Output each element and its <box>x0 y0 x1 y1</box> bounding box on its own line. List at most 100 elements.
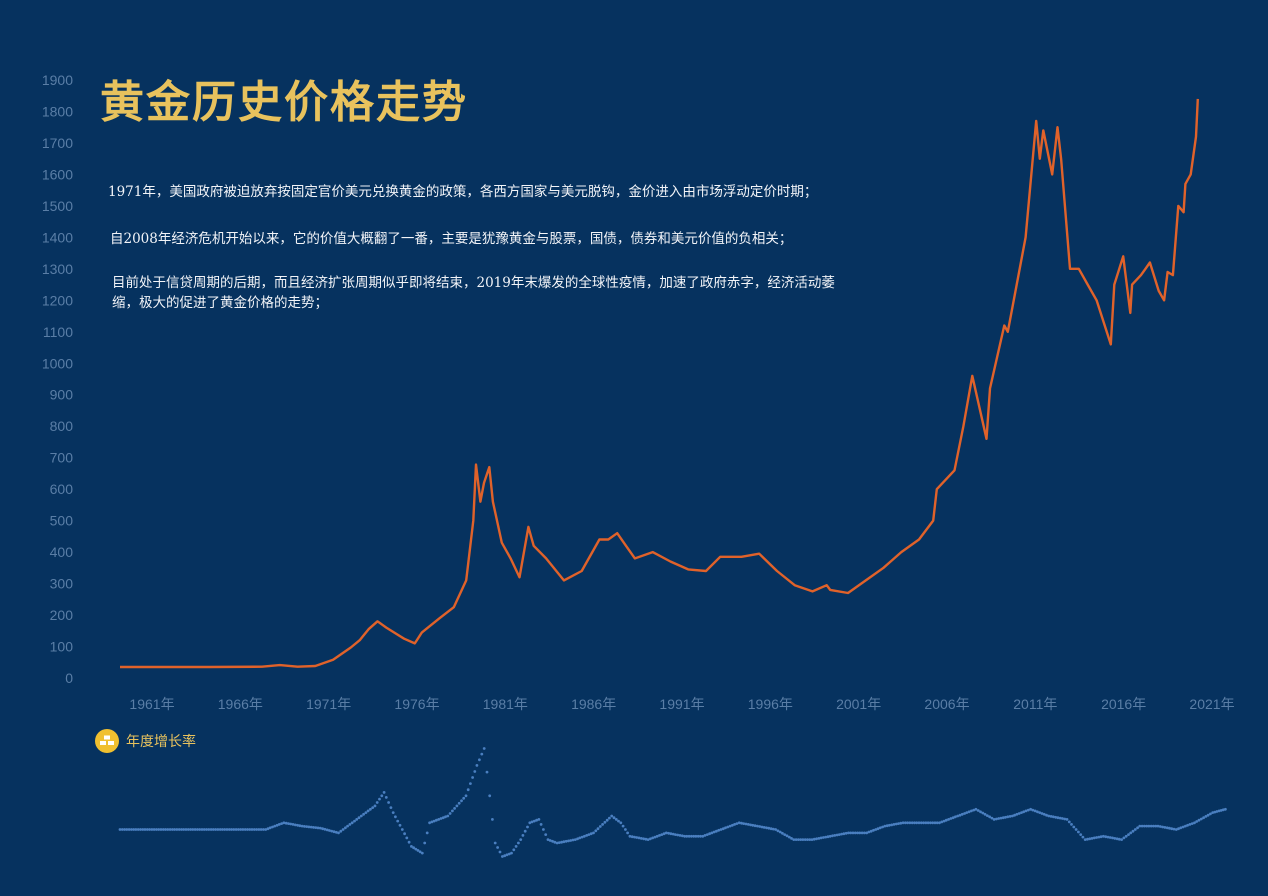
growth-point <box>177 828 181 831</box>
growth-point <box>826 835 830 839</box>
y-tick-label: 1100 <box>43 324 73 340</box>
gold-bars-icon <box>95 729 119 753</box>
growth-point <box>134 828 138 831</box>
growth-point <box>1197 818 1201 822</box>
growth-point <box>227 828 231 831</box>
growth-point <box>974 807 978 811</box>
growth-point <box>145 828 149 831</box>
growth-point <box>849 831 853 835</box>
y-tick-label: 500 <box>50 513 74 529</box>
growth-point <box>517 841 520 845</box>
growth-point <box>721 827 725 831</box>
growth-point <box>917 821 921 825</box>
growth-point <box>273 824 277 828</box>
growth-point <box>710 831 714 835</box>
growth-point <box>1120 838 1123 841</box>
growth-point <box>1133 828 1137 831</box>
growth-point <box>414 847 418 851</box>
growth-point <box>180 828 183 831</box>
growth-point <box>1206 813 1210 817</box>
growth-point <box>1072 825 1076 829</box>
growth-point <box>696 834 700 838</box>
annotation-2019: 目前处于信贷周期的后期，而且经济扩张周期似乎即将结束，2019年末爆发的全球性疫… <box>112 275 835 311</box>
growth-point <box>493 841 497 845</box>
growth-point <box>216 828 220 831</box>
y-tick-label: 1900 <box>42 72 73 88</box>
growth-point <box>469 782 472 785</box>
growth-point <box>801 838 805 841</box>
growth-point <box>988 815 991 819</box>
growth-point <box>708 832 711 836</box>
growth-point <box>1042 812 1046 816</box>
growth-point <box>268 826 272 830</box>
growth-point <box>1029 807 1032 811</box>
growth-point <box>933 821 937 825</box>
growth-point <box>166 828 170 831</box>
growth-point <box>389 806 393 809</box>
growth-point <box>1211 811 1215 814</box>
growth-point <box>1113 837 1117 840</box>
growth-point <box>817 837 821 840</box>
y-tick-label: 1500 <box>42 198 73 214</box>
growth-point <box>485 770 489 774</box>
growth-point <box>906 821 909 825</box>
growth-point <box>858 831 862 835</box>
growth-point <box>844 831 848 835</box>
growth-point <box>915 821 919 825</box>
growth-point <box>125 828 129 831</box>
growth-point <box>553 840 557 844</box>
growth-point <box>1061 817 1064 820</box>
growth-point <box>312 826 315 829</box>
growth-point <box>972 808 976 812</box>
growth-point <box>1199 817 1203 821</box>
growth-point <box>756 824 759 828</box>
growth-point <box>303 825 306 828</box>
growth-point <box>266 827 270 831</box>
growth-point <box>514 845 518 848</box>
growth-point <box>680 834 684 838</box>
growth-point <box>1129 831 1133 835</box>
growth-point <box>234 828 238 831</box>
growth-point <box>740 821 743 825</box>
growth-point <box>783 833 787 836</box>
growth-point <box>466 788 470 792</box>
annotation-1971: 1971年，美国政府被迫放弃按固定官价美元兑换黄金的政策，各西方国家与美元脱钩，… <box>108 184 818 200</box>
growth-point <box>416 849 420 852</box>
growth-point <box>396 819 400 823</box>
growth-point <box>205 828 208 831</box>
growth-point <box>869 829 873 833</box>
growth-point <box>735 822 739 825</box>
growth-point <box>667 831 670 835</box>
growth-point <box>526 825 529 829</box>
growth-point <box>444 815 447 819</box>
growth-point <box>874 828 878 831</box>
growth-point <box>1122 836 1126 840</box>
growth-point <box>280 822 283 825</box>
growth-point <box>737 821 741 825</box>
growth-point <box>1074 828 1078 831</box>
growth-point <box>344 826 347 830</box>
growth-point <box>626 831 629 835</box>
growth-point <box>635 836 639 839</box>
growth-point <box>712 830 716 834</box>
growth-point <box>822 836 825 839</box>
growth-point <box>628 834 632 838</box>
growth-point <box>630 835 634 839</box>
growth-point <box>573 838 577 841</box>
growth-point <box>257 828 261 831</box>
growth-point <box>938 821 941 825</box>
growth-point <box>908 821 912 825</box>
growth-point <box>787 835 791 839</box>
legend-label: 年度增长率 <box>126 734 196 750</box>
growth-point <box>571 838 575 842</box>
growth-point <box>890 823 894 827</box>
growth-point <box>837 833 841 836</box>
growth-point <box>250 828 254 831</box>
growth-point <box>810 838 814 841</box>
growth-point <box>118 828 122 831</box>
growth-point <box>881 825 884 829</box>
growth-point <box>651 836 655 840</box>
growth-point <box>1165 826 1169 830</box>
growth-point <box>1136 826 1139 830</box>
growth-point <box>664 831 668 835</box>
